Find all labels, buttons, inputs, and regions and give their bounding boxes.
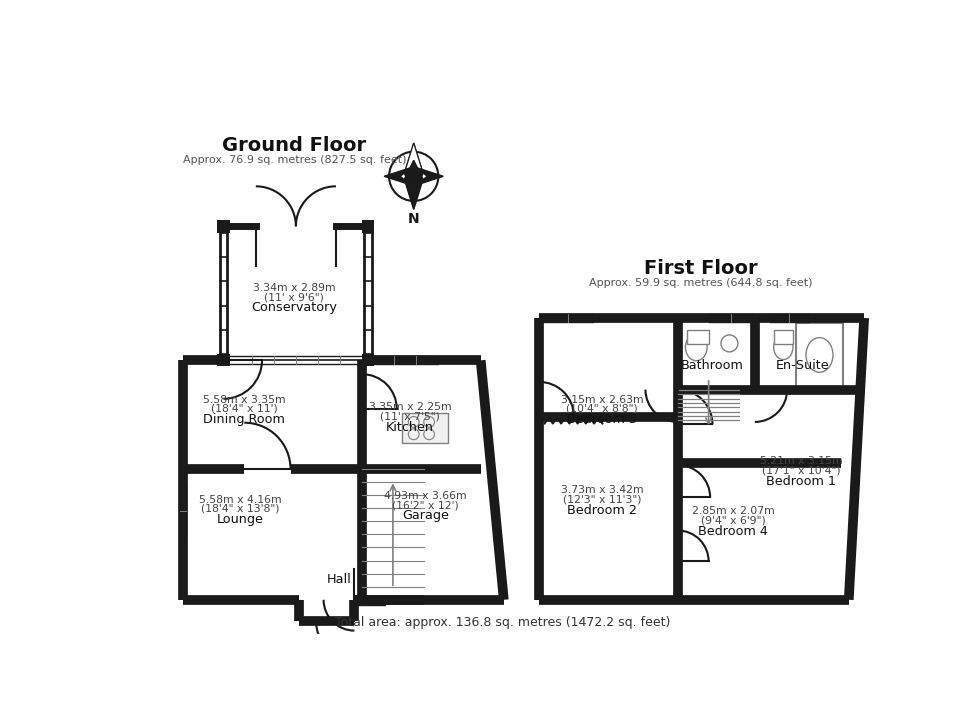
Text: (18'4" x 13'8"): (18'4" x 13'8") — [201, 504, 279, 514]
Text: (17'1" x 10'4"): (17'1" x 10'4") — [761, 466, 840, 476]
Text: Lounge: Lounge — [217, 513, 264, 526]
Text: 3.15m x 2.63m: 3.15m x 2.63m — [561, 394, 644, 404]
Text: 4.93m x 3.66m: 4.93m x 3.66m — [384, 491, 466, 501]
Polygon shape — [416, 168, 443, 185]
Polygon shape — [405, 143, 423, 192]
Bar — [229, 357, 363, 364]
Bar — [179, 486, 186, 536]
Text: (18'4" x 11'): (18'4" x 11') — [211, 404, 277, 414]
Text: Bedroom 2: Bedroom 2 — [567, 504, 637, 517]
Text: Garage: Garage — [402, 509, 449, 523]
Text: N: N — [408, 212, 419, 226]
Ellipse shape — [686, 334, 708, 361]
Text: 5.58m x 4.16m: 5.58m x 4.16m — [199, 495, 282, 505]
Text: (9'4" x 6'9"): (9'4" x 6'9") — [701, 515, 765, 525]
Bar — [218, 354, 229, 367]
Polygon shape — [384, 168, 411, 185]
Text: 5.58m x 3.35m: 5.58m x 3.35m — [203, 394, 285, 404]
Text: Bathroom: Bathroom — [680, 360, 743, 372]
Bar — [774, 330, 794, 344]
Text: (16'2" x 12'): (16'2" x 12') — [392, 500, 459, 510]
Bar — [687, 330, 709, 344]
Text: Hall: Hall — [326, 573, 352, 586]
Text: Ground Floor: Ground Floor — [222, 136, 367, 155]
Bar — [355, 596, 385, 605]
Ellipse shape — [773, 335, 793, 360]
Bar — [365, 233, 372, 354]
Text: En-Suite: En-Suite — [776, 360, 829, 372]
Bar — [363, 354, 374, 367]
Text: 2.85m x 2.07m: 2.85m x 2.07m — [692, 506, 774, 516]
Bar — [220, 233, 227, 354]
Text: Bedroom 4: Bedroom 4 — [699, 525, 768, 538]
Bar — [402, 413, 449, 444]
Bar — [797, 323, 843, 388]
Text: 3.73m x 3.42m: 3.73m x 3.42m — [561, 486, 644, 496]
Text: 3.34m x 2.89m: 3.34m x 2.89m — [253, 283, 336, 293]
Bar — [709, 314, 754, 322]
Text: Dining Room: Dining Room — [204, 413, 285, 426]
Text: (11' x 7'5"): (11' x 7'5") — [380, 412, 440, 422]
Bar — [543, 314, 593, 322]
Text: (10'4" x 8'8"): (10'4" x 8'8") — [566, 404, 638, 414]
Text: 3.35m x 2.25m: 3.35m x 2.25m — [368, 402, 451, 412]
Text: Conservatory: Conservatory — [252, 301, 337, 315]
Text: Total area: approx. 136.8 sq. metres (1472.2 sq. feet): Total area: approx. 136.8 sq. metres (14… — [334, 617, 670, 629]
Bar — [372, 357, 438, 364]
Bar — [218, 220, 229, 233]
Text: 5.21m x 3.15m: 5.21m x 3.15m — [760, 456, 843, 466]
Text: (12'3" x 11'3"): (12'3" x 11'3") — [564, 495, 642, 505]
Bar — [770, 314, 808, 322]
Polygon shape — [405, 143, 423, 173]
Text: Kitchen: Kitchen — [386, 421, 434, 434]
Text: (11' x 9'6"): (11' x 9'6") — [265, 292, 324, 302]
Polygon shape — [405, 160, 423, 209]
Bar — [363, 220, 374, 233]
Text: Bedroom 1: Bedroom 1 — [766, 475, 836, 488]
Text: First Floor: First Floor — [644, 259, 758, 278]
Text: Approx. 59.9 sq. metres (644.8 sq. feet): Approx. 59.9 sq. metres (644.8 sq. feet) — [589, 278, 812, 288]
Ellipse shape — [721, 335, 738, 352]
Text: Approx. 76.9 sq. metres (827.5 sq. feet): Approx. 76.9 sq. metres (827.5 sq. feet) — [182, 155, 406, 165]
Text: Bedroom 3: Bedroom 3 — [567, 413, 637, 426]
